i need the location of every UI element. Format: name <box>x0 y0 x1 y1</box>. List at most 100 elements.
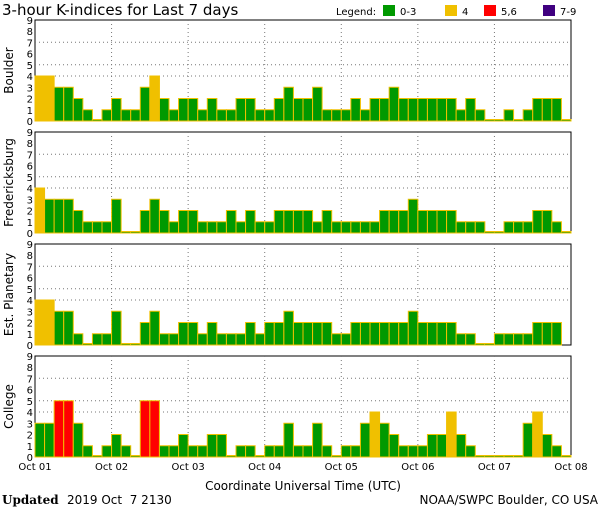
k-index-bar <box>426 98 438 122</box>
k-index-bar <box>388 86 400 122</box>
k-index-bar <box>379 210 390 234</box>
k-index-bar <box>197 221 208 234</box>
k-index-bar <box>426 210 438 234</box>
k-index-bar <box>503 221 515 234</box>
k-index-bar <box>111 434 122 458</box>
k-index-bar <box>168 445 180 458</box>
k-index-bar <box>417 445 428 458</box>
k-index-bar <box>245 322 256 346</box>
k-index-bar <box>503 455 515 458</box>
k-index-bar <box>551 322 562 346</box>
k-index-bar <box>111 310 122 346</box>
k-index-bar <box>541 434 553 458</box>
k-index-bar <box>350 322 361 346</box>
k-index-bar <box>493 333 505 346</box>
k-index-bar <box>63 310 74 346</box>
k-index-bar <box>560 455 572 458</box>
k-index-bar <box>493 455 505 458</box>
plot-frame <box>34 355 572 458</box>
k-index-bar <box>398 322 409 346</box>
k-index-bar <box>474 455 486 458</box>
k-index-bar <box>72 333 84 346</box>
k-index-bar <box>82 343 93 346</box>
k-index-bar <box>551 98 562 122</box>
k-index-bar <box>379 322 390 346</box>
k-index-bar <box>292 445 304 458</box>
k-index-bar <box>359 322 371 346</box>
k-index-bar <box>91 333 103 346</box>
k-index-bar <box>446 210 457 234</box>
y-tick-label: 9 <box>27 128 33 139</box>
k-index-bar <box>369 411 381 458</box>
k-index-bar <box>34 422 46 458</box>
y-tick-label: 6 <box>27 386 33 397</box>
y-tick-label: 0 <box>27 453 33 464</box>
k-index-bar <box>254 109 266 122</box>
k-index-bar <box>292 98 304 122</box>
k-index-bar <box>120 231 132 234</box>
k-index-bar <box>130 109 141 122</box>
k-index-bar <box>312 422 323 458</box>
k-index-bar <box>264 445 275 458</box>
k-index-bar <box>513 221 524 234</box>
k-index-bar <box>245 210 256 234</box>
k-index-bar <box>398 445 409 458</box>
k-index-bar <box>264 322 275 346</box>
y-tick-label: 0 <box>27 117 33 128</box>
y-tick-label: 7 <box>27 38 33 49</box>
chart-title: 3-hour K-indices for Last 7 days <box>2 1 238 19</box>
k-index-bar <box>398 98 409 122</box>
y-tick-label: 5 <box>27 285 33 296</box>
k-index-bar <box>436 210 448 234</box>
k-index-bar <box>465 333 476 346</box>
k-index-bar <box>359 422 371 458</box>
k-index-bar <box>388 322 400 346</box>
k-index-bar <box>187 322 199 346</box>
y-tick-label: 7 <box>27 262 33 273</box>
k-index-bar <box>273 210 285 234</box>
panel-label: Boulder <box>2 47 16 94</box>
panel-label: College <box>2 384 16 429</box>
k-index-bar <box>72 210 84 234</box>
y-tick-label: 2 <box>27 431 33 442</box>
k-index-bar <box>44 422 55 458</box>
k-index-bar <box>312 221 323 234</box>
k-index-bar <box>484 343 495 346</box>
y-tick-label: 0 <box>27 229 33 240</box>
y-tick-label: 1 <box>27 106 33 117</box>
k-index-bar <box>331 221 342 234</box>
k-index-bar <box>235 221 247 234</box>
k-index-bar <box>331 455 342 458</box>
k-index-bar <box>312 322 323 346</box>
k-index-bar <box>321 109 333 122</box>
k-index-bar <box>72 98 84 122</box>
k-index-bar <box>91 221 103 234</box>
k-index-bar <box>551 445 562 458</box>
k-index-bar <box>532 210 543 234</box>
k-index-bar <box>503 333 515 346</box>
k-index-bar <box>245 445 256 458</box>
k-index-bar <box>292 210 304 234</box>
k-index-bar <box>225 109 237 122</box>
k-index-bar <box>417 98 428 122</box>
x-tick-label: Oct 01 <box>18 462 51 473</box>
y-tick-label: 1 <box>27 218 33 229</box>
k-index-bar <box>206 434 218 458</box>
k-index-bar <box>225 333 237 346</box>
k-index-bar <box>350 98 361 122</box>
k-index-bar <box>388 210 400 234</box>
k-index-bar <box>178 98 189 122</box>
k-index-bar <box>465 445 476 458</box>
k-index-bar <box>436 98 448 122</box>
y-tick-label: 2 <box>27 319 33 330</box>
k-index-bar <box>321 445 333 458</box>
y-tick-label: 6 <box>27 50 33 61</box>
y-tick-label: 8 <box>27 27 33 38</box>
k-index-bar <box>34 187 46 234</box>
k-index-bar <box>541 98 553 122</box>
k-index-bar <box>235 445 247 458</box>
k-index-bar <box>321 322 333 346</box>
k-index-bar <box>455 221 467 234</box>
